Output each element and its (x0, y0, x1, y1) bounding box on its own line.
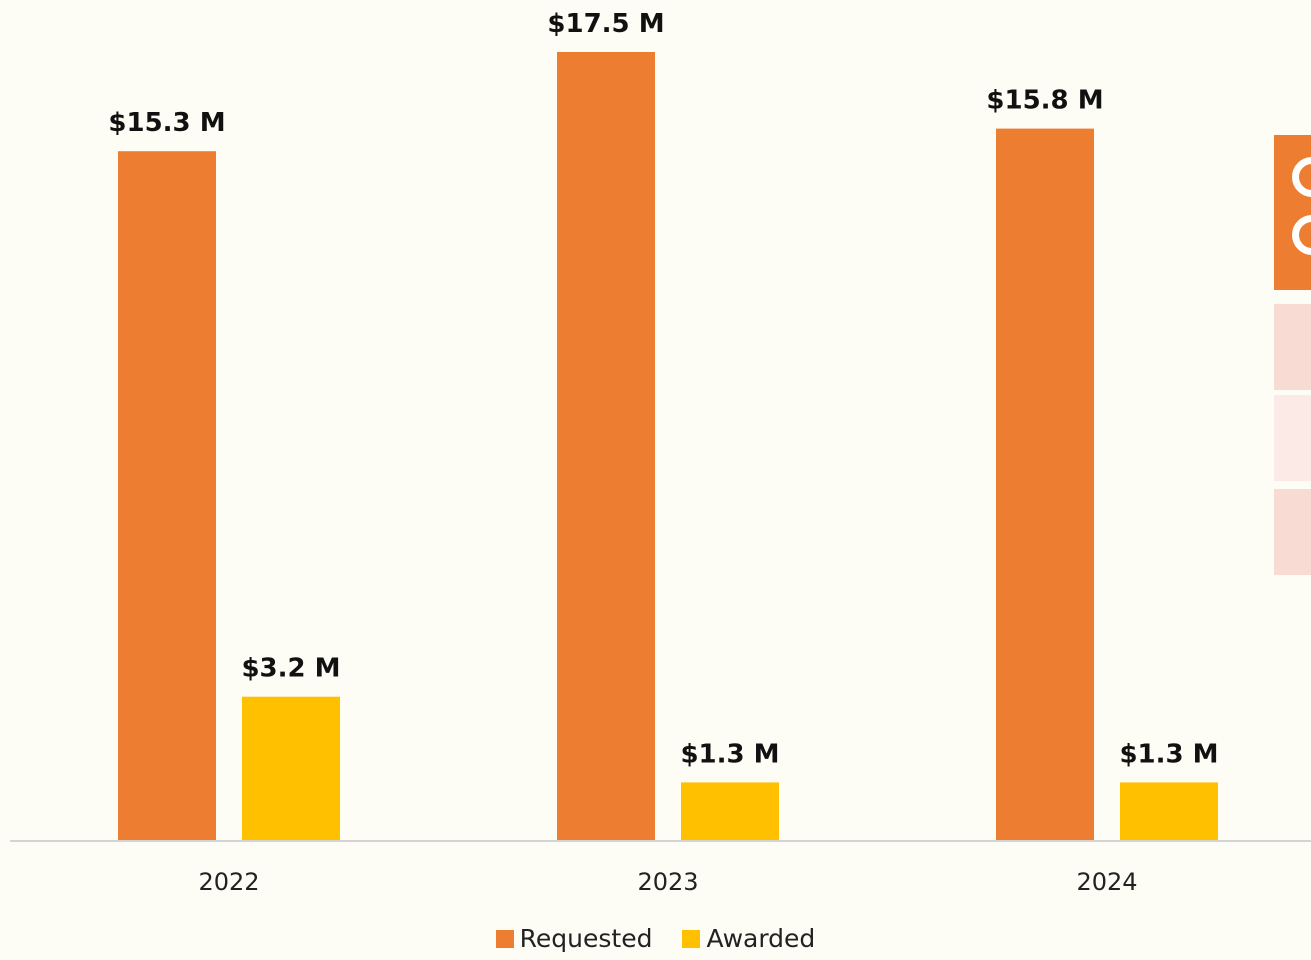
bar-awarded-2022 (242, 696, 340, 841)
bar-requested-2023 (557, 52, 655, 841)
circle-glyph-icon (1292, 157, 1311, 197)
legend-item-awarded: Awarded (682, 924, 815, 953)
x-tick-label-2024: 2024 (1076, 868, 1137, 896)
side-panel-row (1274, 489, 1311, 575)
legend-swatch-awarded (682, 929, 701, 948)
data-label-requested-2022: $15.3 M (108, 108, 225, 138)
legend-label-requested: Requested (519, 924, 653, 953)
side-panel-row (1274, 304, 1311, 390)
bar-requested-2022 (118, 151, 216, 841)
bar-awarded-2024 (1120, 782, 1218, 841)
data-label-requested-2023: $17.5 M (547, 9, 664, 39)
legend-label-awarded: Awarded (706, 924, 816, 953)
data-labels-group: $15.3 M $3.2 M $17.5 M $1.3 M $15.8 M $1.3 M (108, 9, 1218, 769)
side-panel-header (1274, 135, 1311, 290)
data-label-awarded-2023: $1.3 M (680, 739, 779, 769)
data-label-awarded-2024: $1.3 M (1119, 739, 1218, 769)
side-panel (1274, 0, 1311, 960)
circle-glyph-icon (1292, 215, 1311, 255)
bar-awarded-2023 (681, 782, 779, 841)
x-tick-labels-group: 2022 2023 2024 (198, 868, 1137, 896)
legend-swatch-requested (495, 929, 514, 948)
data-label-awarded-2022: $3.2 M (241, 654, 340, 684)
x-tick-label-2022: 2022 (198, 868, 259, 896)
legend: Requested Awarded (0, 924, 1311, 953)
side-panel-row (1274, 395, 1311, 481)
x-tick-label-2023: 2023 (637, 868, 698, 896)
bar-requested-2024 (996, 128, 1094, 842)
legend-item-requested: Requested (495, 924, 653, 953)
bars-group (118, 52, 1218, 842)
data-label-requested-2024: $15.8 M (986, 86, 1103, 116)
